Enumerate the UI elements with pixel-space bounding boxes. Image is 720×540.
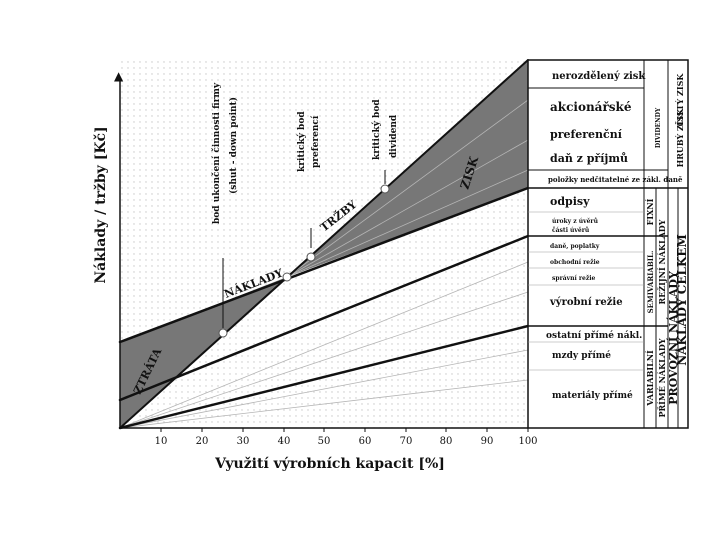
shutdown-point	[218, 258, 228, 338]
total-cost-line	[118, 186, 530, 344]
overhead-cost-line	[118, 234, 530, 402]
x-axis-title: Využití výrobních kapacit [%]	[214, 455, 445, 472]
x-tick-70: 70	[400, 436, 413, 447]
side-semivariabil: SEMIVARIABIL.	[646, 251, 655, 314]
side-rezijni-naklady: REŽIJNÍ NÁKLADY	[657, 219, 667, 304]
shutdown-label: bod ukončení činnosti firmy	[211, 82, 222, 224]
side-provozni-naklady: PROVOZNÍ NÁKLADY	[666, 271, 680, 405]
row-akcionarske: akcionářské	[550, 100, 632, 114]
x-tick-90: 90	[481, 436, 494, 447]
preference-point	[306, 228, 316, 262]
x-tick-50: 50	[318, 436, 331, 447]
table-side-labels: DIVIDENDY ČISTÝ ZISK HRUBÝ ZISK FIXNÍ SE…	[645, 73, 689, 418]
row-uroky-2: části úvěrů	[552, 227, 590, 234]
dividend-point	[380, 170, 390, 194]
row-polozky: položky nedčitatelné ze zákl. daně	[548, 175, 683, 184]
dividend-label-sub: dividend	[389, 114, 399, 158]
x-tick-40: 40	[278, 436, 291, 447]
side-naklady-celkem: NÁKLADY CELKEM	[674, 234, 689, 366]
direct-cost-line	[118, 324, 530, 430]
y-axis-arrow: ▲	[114, 69, 124, 83]
x-tick-30: 30	[237, 436, 250, 447]
side-variabilni: VARIABILNÍ	[645, 350, 655, 407]
row-dan-z-prijmu: daň z příjmů	[550, 152, 628, 165]
side-cisty-zisk: ČISTÝ ZISK	[675, 73, 685, 127]
row-dane-poplatky: daně, poplatky	[550, 243, 600, 250]
row-materialy-prime: materiály přímé	[552, 390, 633, 401]
table-row-labels: nerozdělený zisk akcionářské preferenční…	[546, 71, 683, 401]
side-dividendy: DIVIDENDY	[655, 107, 662, 148]
preference-label: kritický bod	[296, 111, 307, 172]
preference-label-sub: preferencí	[310, 115, 321, 168]
row-mzdy-prime: mzdy přímé	[552, 350, 611, 361]
cost-category-lines	[119, 99, 529, 429]
x-tick-20: 20	[196, 436, 209, 447]
x-tick-100: 100	[518, 436, 537, 447]
x-tick-60: 60	[359, 436, 372, 447]
row-ostatni-prime: ostatní přímé nákl.	[546, 330, 642, 341]
row-spravni-rezie: správní režie	[552, 275, 596, 282]
row-preferencni: preferenční	[550, 128, 623, 141]
x-tick-10: 10	[155, 436, 168, 447]
x-tick-labels: 10 20 30 40 50 60 70 80 90 100	[155, 428, 538, 447]
revenue-line	[119, 59, 529, 429]
row-obchodni-rezie: obchodní režie	[550, 259, 600, 266]
dividend-label: kritický bod	[371, 99, 382, 160]
y-axis-title: Náklady / tržby [Kč]	[93, 126, 109, 283]
row-nerozdeleny-zisk: nerozdělený zisk	[552, 71, 646, 82]
cost-breakdown-table	[527, 59, 689, 429]
row-uroky-1: úroky z úvěrů	[552, 218, 599, 225]
side-hruby-zisk: HRUBÝ ZISK	[675, 108, 685, 168]
side-prime-naklady: PŘÍMÉ NÁKLADY	[657, 338, 667, 417]
row-odpisy: odpisy	[550, 195, 590, 208]
side-fixni: FIXNÍ	[645, 198, 655, 225]
shutdown-label-sub: (shut - down point)	[228, 97, 239, 194]
row-vyrobni-rezie: výrobní režie	[549, 297, 623, 308]
break-even-point	[282, 272, 292, 282]
x-tick-80: 80	[440, 436, 453, 447]
